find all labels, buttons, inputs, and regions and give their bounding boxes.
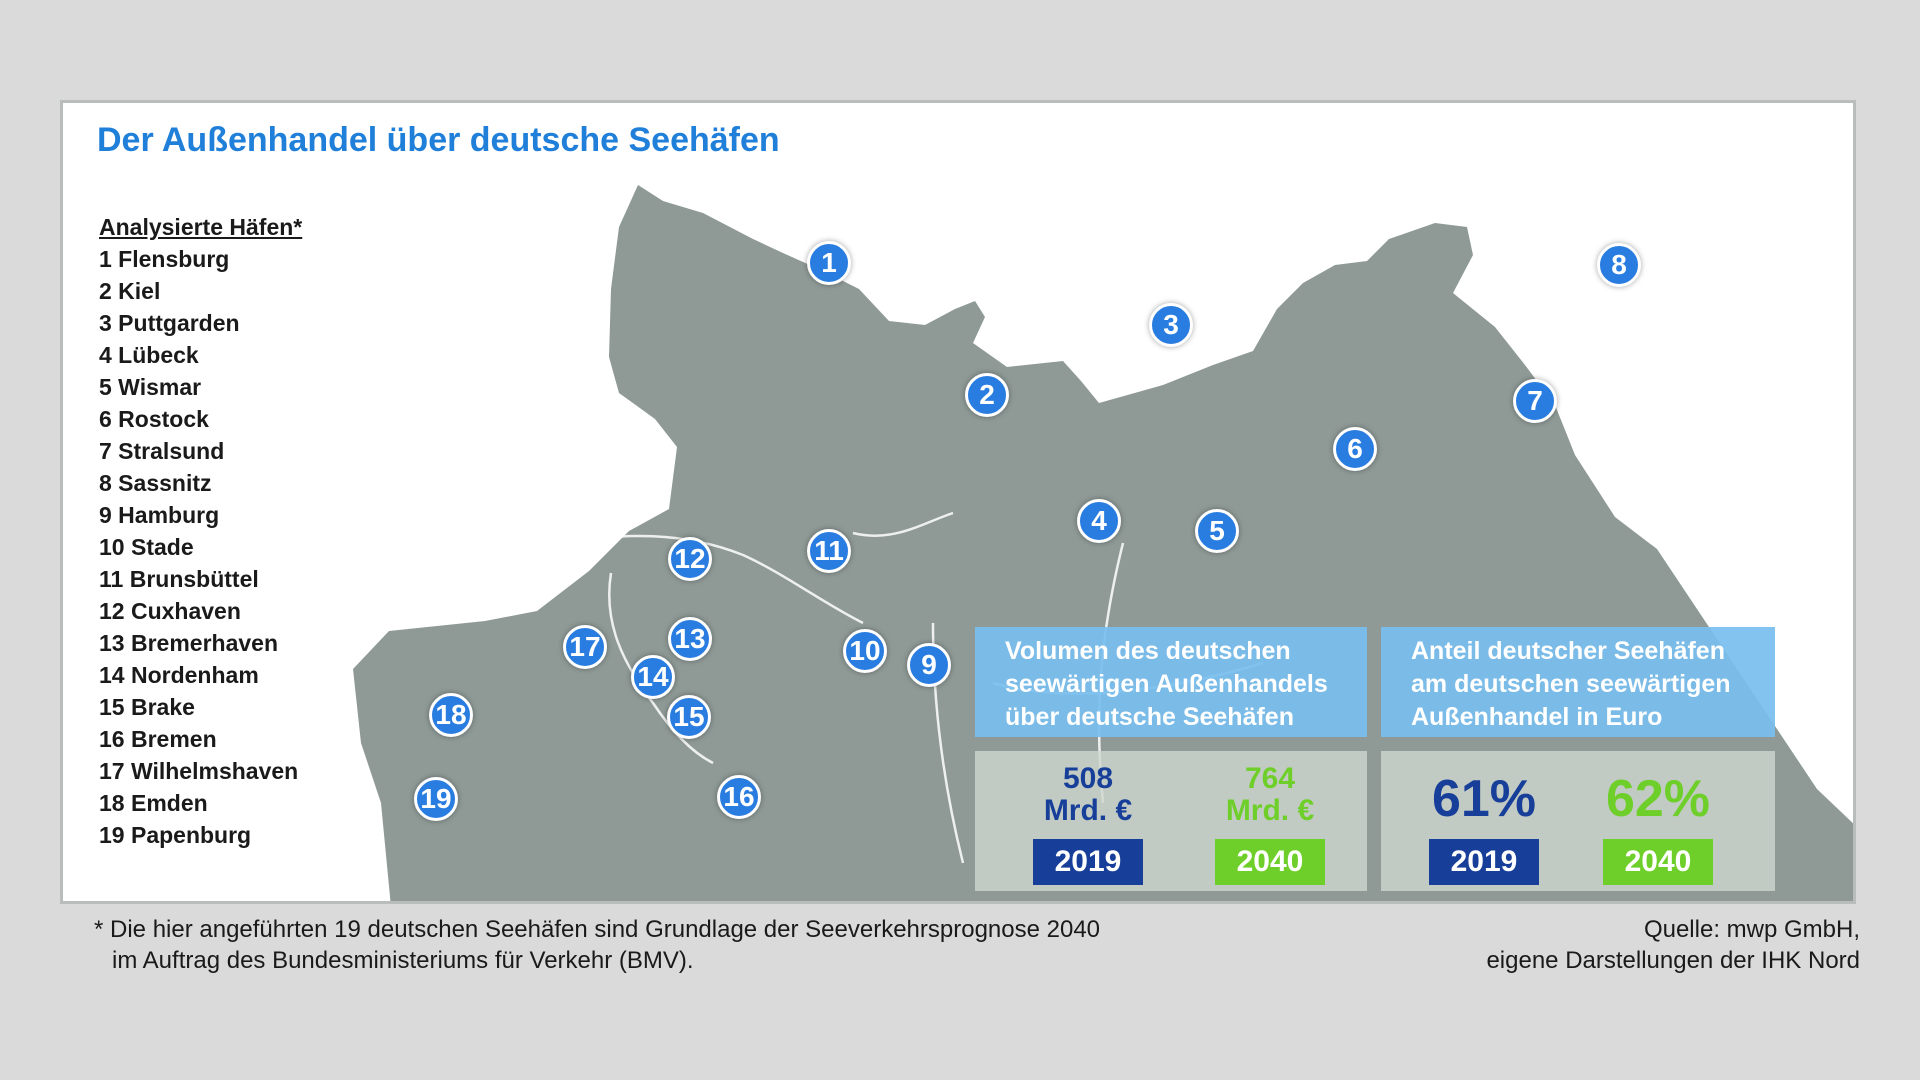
volume-box-heading: Volumen des deutschen seewärtigen Außenh… [975, 627, 1367, 737]
page-title: Der Außenhandel über deutsche Seehäfen [97, 121, 780, 159]
volume-2040-value: 764 Mrd. € [1215, 763, 1325, 827]
legend-item: 18 Emden [99, 790, 208, 816]
legend-item: 7 Stralsund [99, 438, 225, 464]
legend-item: 8 Sassnitz [99, 470, 212, 496]
heading-line: über deutsche Seehäfen [1005, 703, 1294, 731]
source-note: Quelle: mwp GmbH, eigene Darstellungen d… [1486, 914, 1860, 976]
port-marker-bremerhaven[interactable]: 13 [668, 617, 712, 661]
share-box: Anteil deutscher Seehäfen am deutschen s… [1381, 627, 1775, 891]
value-number: 508 [1062, 762, 1114, 795]
port-marker-emden[interactable]: 18 [429, 693, 473, 737]
value-unit: Mrd. € [1043, 794, 1133, 827]
footnote-line: im Auftrag des Bundesministeriums für Ve… [112, 947, 694, 974]
volume-2040-year: 2040 [1215, 839, 1325, 885]
port-marker-flensburg[interactable]: 1 [807, 241, 851, 285]
legend-item: 9 Hamburg [99, 502, 220, 528]
legend-item: 10 Stade [99, 534, 194, 560]
legend-item: 16 Bremen [99, 726, 217, 752]
port-marker-cuxhaven[interactable]: 12 [668, 537, 712, 581]
volume-box: Volumen des deutschen seewärtigen Außenh… [975, 627, 1367, 891]
share-box-heading: Anteil deutscher Seehäfen am deutschen s… [1381, 627, 1775, 737]
legend-item: 11 Brunsbüttel [99, 566, 259, 592]
source-line: eigene Darstellungen der IHK Nord [1486, 947, 1860, 974]
legend-item: 17 Wilhelmshaven [99, 758, 299, 784]
legend-item: 12 Cuxhaven [99, 598, 241, 624]
port-legend: Analysierte Häfen* 1 Flensburg 2 Kiel 3 … [99, 211, 302, 851]
legend-heading: Analysierte Häfen* [99, 214, 303, 240]
port-marker-brunsbuettel[interactable]: 11 [807, 529, 851, 573]
port-marker-rostock[interactable]: 6 [1333, 427, 1377, 471]
port-marker-nordenham[interactable]: 14 [631, 655, 675, 699]
volume-2019-year: 2019 [1033, 839, 1143, 885]
port-marker-hamburg[interactable]: 9 [907, 643, 951, 687]
heading-line: Anteil deutscher Seehäfen [1411, 637, 1725, 665]
heading-line: am deutschen seewärtigen [1411, 670, 1731, 698]
share-2040-year: 2040 [1603, 839, 1713, 885]
source-line: Quelle: mwp GmbH, [1643, 916, 1860, 943]
share-box-body: 61% 2019 62% 2040 [1381, 751, 1775, 891]
heading-line: seewärtigen Außenhandels [1005, 670, 1328, 698]
heading-line: Außenhandel in Euro [1411, 703, 1663, 731]
volume-box-body: 508 Mrd. € 2019 764 Mrd. € 2040 [975, 751, 1367, 891]
share-2019-year: 2019 [1429, 839, 1539, 885]
legend-item: 1 Flensburg [99, 246, 230, 272]
port-marker-wismar[interactable]: 5 [1195, 509, 1239, 553]
legend-item: 6 Rostock [99, 406, 209, 432]
port-marker-brake[interactable]: 15 [667, 695, 711, 739]
legend-item: 3 Puttgarden [99, 310, 240, 336]
port-marker-stade[interactable]: 10 [843, 629, 887, 673]
footnote: * Die hier angeführten 19 deutschen Seeh… [94, 914, 1100, 976]
legend-item: 5 Wismar [99, 374, 202, 400]
legend-item: 2 Kiel [99, 278, 161, 304]
port-marker-papenburg[interactable]: 19 [414, 777, 458, 821]
value-unit: Mrd. € [1225, 794, 1315, 827]
port-marker-luebeck[interactable]: 4 [1077, 499, 1121, 543]
port-marker-puttgarden[interactable]: 3 [1149, 303, 1193, 347]
map-panel: Der Außenhandel über deutsche Seehäfen A… [60, 100, 1856, 904]
legend-item: 19 Papenburg [99, 822, 252, 848]
legend-item: 15 Brake [99, 694, 195, 720]
port-marker-bremen[interactable]: 16 [717, 775, 761, 819]
legend-item: 13 Bremerhaven [99, 630, 278, 656]
legend-item: 14 Nordenham [99, 662, 259, 688]
legend-item: 4 Lübeck [99, 342, 199, 368]
port-marker-kiel[interactable]: 2 [965, 373, 1009, 417]
footnote-line: * Die hier angeführten 19 deutschen Seeh… [94, 916, 1101, 943]
share-2019-value: 61% [1431, 770, 1537, 828]
heading-line: Volumen des deutschen [1005, 637, 1291, 665]
value-number: 764 [1244, 762, 1296, 795]
port-marker-sassnitz[interactable]: 8 [1597, 243, 1641, 287]
volume-2019-value: 508 Mrd. € [1033, 763, 1143, 827]
share-2040-value: 62% [1605, 770, 1711, 828]
port-marker-wilhelmshaven[interactable]: 17 [563, 625, 607, 669]
port-marker-stralsund[interactable]: 7 [1513, 379, 1557, 423]
